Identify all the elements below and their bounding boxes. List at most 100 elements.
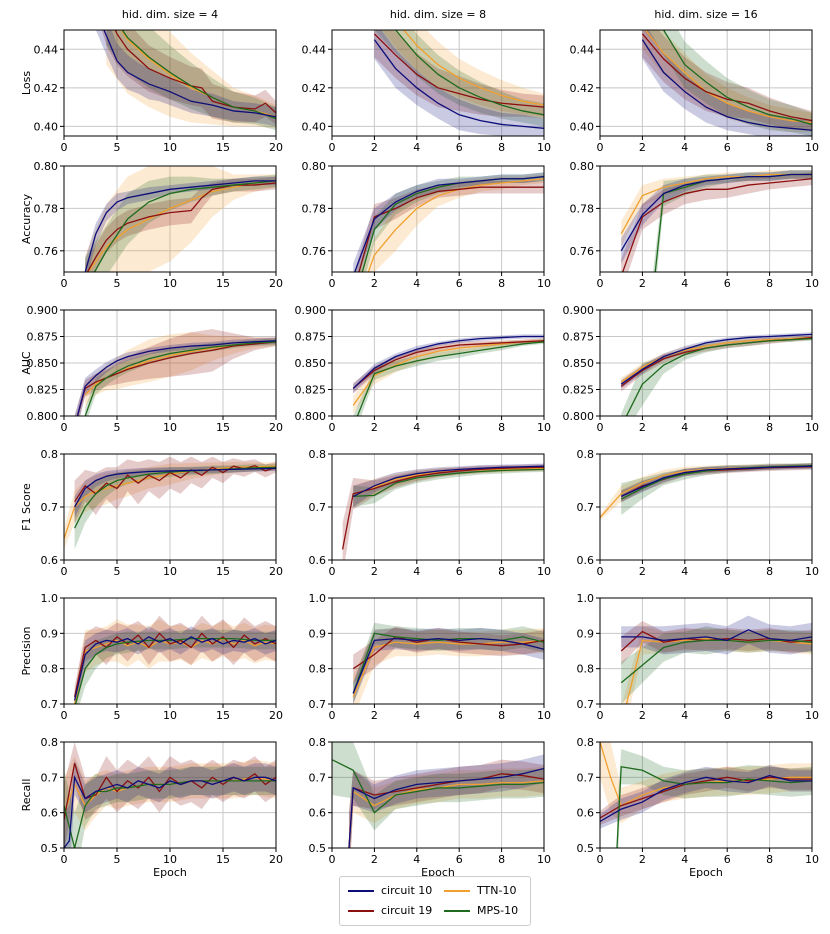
y-tick-label-r1c0-0: 0.76	[34, 245, 59, 258]
y-tick-label-r3c2-2: 0.8	[577, 448, 595, 461]
x-tick-label-r3c0-1: 5	[114, 565, 121, 578]
legend-swatch-mps-10	[444, 910, 470, 912]
y-tick-label-r2c0-2: 0.850	[27, 357, 59, 370]
x-tick-label-r1c1-0: 0	[329, 277, 336, 290]
x-tick-label-r5c0-4: 20	[269, 853, 283, 866]
x-tick-label-r1c0-4: 20	[269, 277, 283, 290]
x-tick-label-r0c2-3: 6	[724, 141, 731, 154]
y-tick-label-r4c1-0: 0.7	[309, 698, 327, 711]
band-TTN10-r0c1	[381, 30, 544, 117]
band-circuit19-r5c0	[64, 742, 276, 848]
x-tick-label-r4c0-3: 15	[216, 709, 230, 722]
legend-entry-circuit-19: circuit 19	[348, 903, 438, 919]
x-tick-label-r2c0-1: 5	[114, 421, 121, 434]
x-tick-label-r4c2-3: 6	[724, 709, 731, 722]
x-tick-label-r5c2-1: 2	[639, 853, 646, 866]
x-tick-label-r0c0-2: 10	[163, 141, 177, 154]
line-MPS10-r3c1	[353, 468, 544, 498]
line-circuit10-r0c2	[641, 39, 812, 131]
x-tick-label-r0c1-2: 4	[413, 141, 420, 154]
panel-frame-r4c2	[599, 597, 813, 705]
x-tick-label-r5c2-3: 6	[724, 853, 731, 866]
panel-plot-area-r0c1	[373, 30, 544, 136]
y-tick-label-r5c1-3: 0.8	[309, 736, 327, 749]
x-tick-label-r3c1-3: 6	[456, 565, 463, 578]
legend-swatch-ttn-10	[444, 890, 470, 892]
x-tick-label-r2c2-3: 6	[724, 421, 731, 434]
line-circuit19-r1c1	[358, 186, 544, 272]
x-tick-label-r0c2-5: 10	[805, 141, 819, 154]
band-circuit10-r1c2	[621, 170, 812, 264]
x-tick-label-r3c0-2: 10	[163, 565, 177, 578]
band-circuit19-r4c2	[621, 620, 812, 666]
x-tick-label-r3c0-4: 20	[269, 565, 283, 578]
x-tick-label-r0c1-1: 2	[371, 141, 378, 154]
x-tick-label-r0c2-0: 0	[597, 141, 604, 154]
panel-plot-area-r5c0	[64, 742, 276, 848]
line-TTN10-r1c2	[620, 173, 812, 235]
x-tick-label-r5c1-4: 8	[498, 853, 505, 866]
band-circuit19-r0c2	[642, 30, 812, 131]
y-tick-label-r4c0-2: 0.9	[41, 627, 59, 640]
band-circuit10-r4c2	[621, 615, 812, 655]
line-circuit19-r5c1	[348, 773, 544, 848]
x-tick-label-r4c0-0: 0	[61, 709, 68, 722]
x-tick-label-r3c1-2: 4	[413, 565, 420, 578]
panel-plot-area-r2c0	[74, 329, 276, 416]
band-TTN10-r1c0	[85, 166, 276, 272]
line-circuit19-r1c2	[622, 178, 812, 272]
line-circuit10-r2c2	[620, 333, 812, 385]
band-circuit10-r3c2	[621, 463, 812, 502]
x-tick-label-r5c1-3: 6	[456, 853, 463, 866]
band-circuit10-r5c2	[600, 764, 812, 829]
x-tick-label-r5c1-0: 0	[329, 853, 336, 866]
y-axis-label-row-1: Accuracy	[20, 193, 33, 244]
x-tick-label-r5c2-4: 8	[766, 853, 773, 866]
y-tick-label-r5c0-3: 0.8	[41, 736, 59, 749]
y-tick-label-r4c2-1: 0.8	[577, 663, 595, 676]
x-tick-label-r3c1-1: 2	[371, 565, 378, 578]
y-tick-label-r1c0-2: 0.80	[34, 160, 59, 173]
x-tick-label-r2c2-0: 0	[597, 421, 604, 434]
line-circuit10-r1c0	[84, 180, 276, 272]
y-tick-label-r3c2-0: 0.6	[577, 554, 595, 567]
band-circuit19-r5c1	[348, 759, 544, 848]
x-tick-label-r0c2-4: 8	[766, 141, 773, 154]
line-MPS10-r1c0	[93, 180, 276, 272]
line-circuit10-r0c1	[373, 39, 544, 129]
y-tick-label-r0c0-0: 0.40	[34, 120, 59, 133]
band-circuit19-r3c1	[342, 464, 544, 560]
y-tick-label-r5c2-3: 0.8	[577, 736, 595, 749]
x-tick-label-r2c2-1: 2	[639, 421, 646, 434]
y-tick-label-r5c0-2: 0.7	[41, 771, 59, 784]
band-MPS10-r5c0	[64, 766, 276, 848]
y-tick-label-r5c1-0: 0.5	[309, 842, 327, 855]
panel-plot-area-r3c0	[64, 456, 276, 550]
y-tick-label-r0c2-1: 0.42	[570, 82, 595, 95]
x-tick-label-r4c1-0: 0	[329, 709, 336, 722]
y-tick-label-r4c2-3: 1.0	[577, 592, 595, 605]
band-MPS10-r1c0	[85, 174, 276, 272]
column-title-2: hid. dim. size = 16	[654, 8, 757, 21]
panel-plot-area-r1c2	[620, 170, 812, 272]
y-tick-label-r0c2-2: 0.44	[570, 43, 595, 56]
x-tick-label-r3c1-5: 10	[537, 565, 551, 578]
x-tick-label-r2c1-4: 8	[498, 421, 505, 434]
legend-swatch-circuit-10	[348, 890, 374, 892]
x-tick-label-r1c2-2: 4	[681, 277, 688, 290]
band-MPS10-r0c2	[643, 30, 812, 136]
x-tick-label-r5c2-5: 10	[805, 853, 819, 866]
panel-plot-area-r4c2	[620, 615, 812, 704]
band-circuit10-r1c1	[353, 172, 544, 272]
y-tick-label-r2c0-4: 0.900	[27, 304, 59, 317]
x-tick-label-r4c2-0: 0	[597, 709, 604, 722]
legend-label-mps-10: MPS-10	[477, 904, 519, 917]
panel-plot-area-r3c2	[600, 463, 812, 521]
line-circuit10-r4c0	[73, 636, 276, 701]
band-circuit10-r0c0	[95, 30, 276, 127]
panel-plot-area-r0c0	[95, 30, 276, 131]
y-tick-label-r1c2-0: 0.76	[570, 245, 595, 258]
line-circuit10-r3c1	[352, 465, 544, 497]
legend-entry-ttn-10: TTN-10	[444, 883, 526, 899]
line-TTN10-r1c1	[367, 178, 544, 272]
